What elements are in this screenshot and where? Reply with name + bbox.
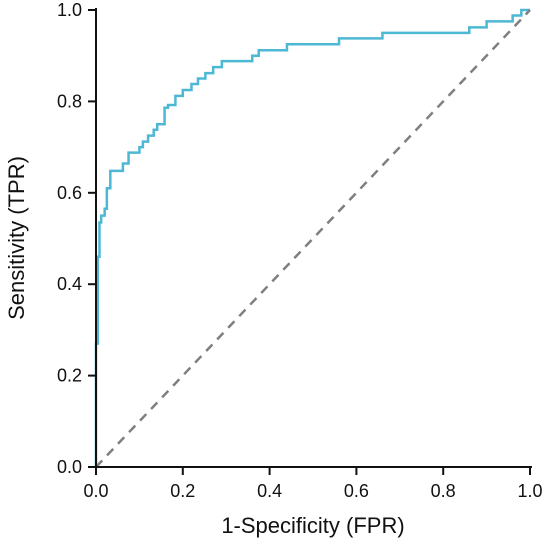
x-tick-label: 0.2 <box>170 481 195 501</box>
x-tick-label: 1.0 <box>517 481 542 501</box>
x-tick-label: 0.6 <box>344 481 369 501</box>
y-tick-label: 0.8 <box>57 91 82 111</box>
x-tick-label: 0.8 <box>431 481 456 501</box>
reference-diagonal-line <box>95 9 531 468</box>
axes: 0.0 0.2 0.4 0.6 0.8 1.0 0.0 0.2 0.4 0.6 0.8 1.0 <box>57 0 543 501</box>
y-axis-label: Sensitivity (TPR) <box>4 156 29 320</box>
plot-area <box>94 8 531 468</box>
y-tick-label: 1.0 <box>57 0 82 20</box>
y-tick-label: 0.4 <box>57 274 82 294</box>
y-tick-label: 0.6 <box>57 183 82 203</box>
roc-curve-line <box>94 8 530 467</box>
y-tick-label: 0.0 <box>57 457 82 477</box>
x-axis-label: 1-Specificity (FPR) <box>221 513 404 538</box>
x-tick-label: 0.4 <box>257 481 282 501</box>
x-tick-label: 0.0 <box>83 481 108 501</box>
y-tick-label: 0.2 <box>57 366 82 386</box>
